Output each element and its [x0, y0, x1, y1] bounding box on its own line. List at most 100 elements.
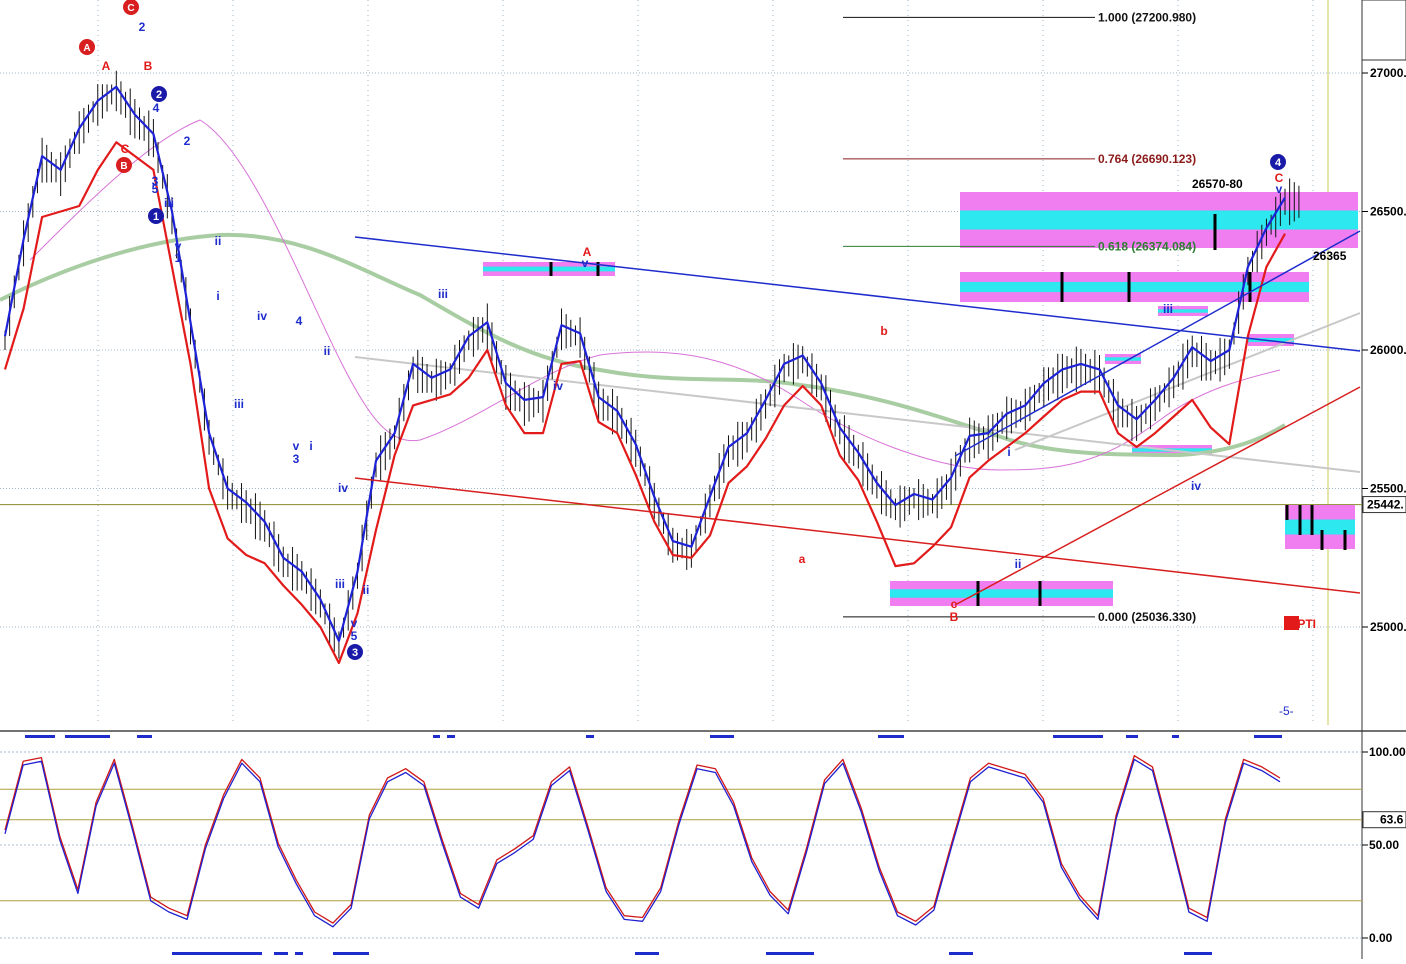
oscillator-signal-top: [25, 735, 55, 738]
trend-channels: [354, 230, 1361, 606]
wave-label-blue: ii: [1015, 557, 1022, 571]
price-axis-label: 25000.: [1370, 620, 1406, 634]
oscillator-signal-top: [1172, 735, 1179, 738]
wave-label-blue: iii: [1163, 302, 1173, 316]
wave-label-blue: 3: [293, 452, 300, 466]
oscillator-signal-bottom: [949, 952, 973, 955]
gray-trendline-upper: [1014, 312, 1361, 451]
oscillator-signal-top: [137, 735, 152, 738]
wave-label-blue: 4: [296, 314, 303, 328]
wave-label-blue: 2: [184, 134, 191, 148]
wave-circle-blue-label: 4: [1275, 157, 1282, 169]
oscillator-signal-top: [1053, 735, 1103, 738]
wave-label-blue: ii: [324, 344, 331, 358]
wave-circle-blue: [347, 644, 363, 660]
annotation-badge-bg: [1284, 616, 1299, 630]
wave-label-blue: v: [1276, 182, 1283, 196]
wave-circle-blue-label: 3: [352, 647, 358, 659]
price-axis-label: 26000.: [1370, 343, 1406, 357]
oscillator-signal-bottom: [1184, 952, 1212, 955]
target-zone-cyan: [1158, 309, 1208, 313]
wave-circle-blue-label: 1: [153, 211, 159, 223]
price-lines: [3, 85, 1286, 665]
oscillator-axis-label: 100.00: [1369, 745, 1406, 759]
moving-average-fast: [29, 119, 1281, 471]
wave-label-blue: iv: [338, 481, 348, 495]
price-axis: 27000. 26500. 26000. 25500. 25000. 25442.: [1361, 0, 1406, 634]
target-zone-cyan: [1105, 357, 1141, 361]
wave-circle-red: [116, 157, 132, 173]
moving-average-slow: [0, 232, 1287, 458]
wave-label-blue: ii: [215, 234, 222, 248]
wave-label-blue: iv: [553, 379, 563, 393]
oscillator-signal-top: [710, 735, 734, 738]
wave-label-red: A: [583, 245, 592, 259]
wave-label-blue: ii: [363, 583, 370, 597]
wave-label-red: B: [144, 59, 153, 73]
wave-label-blue: iii: [164, 196, 174, 210]
oscillator-signal-top: [447, 735, 455, 738]
red-channel-upper: [954, 386, 1361, 606]
wave-label-blue: v: [351, 616, 358, 630]
fib-level-label: 0.000 (25036.330): [1098, 610, 1196, 624]
gray-trendline: [354, 356, 1361, 473]
oscillator-current-label: 63.6: [1380, 813, 1404, 827]
oscillator-current-box: [1362, 811, 1406, 829]
wave-circle-red-label: A: [83, 43, 90, 54]
oscillator-signal-bottom: [635, 952, 659, 955]
wave-label-blue: 5: [152, 182, 159, 196]
wave-label-blue: iii: [438, 287, 448, 301]
wave-circle-blue: [148, 208, 164, 224]
price-line-blue: [3, 85, 1286, 642]
wave-label-blue: v: [582, 256, 589, 270]
annotation-badge: 20PTI: [1284, 617, 1316, 631]
price-axis-label: 25500.: [1370, 482, 1406, 496]
fib-level-label: 0.764 (26690.123): [1098, 152, 1196, 166]
oscillator-axis-label: 50.00: [1369, 838, 1399, 852]
wave-label-blue: v: [293, 439, 300, 453]
target-zone-cyan: [890, 589, 1113, 598]
wave-circle-red: [79, 39, 95, 55]
wave-label-red: c: [951, 597, 958, 611]
oscillator-signal-bottom: [333, 952, 369, 955]
wave-label-red: C: [121, 142, 130, 156]
wave-label-blue: 1: [175, 251, 182, 265]
wave-label-red: a: [799, 552, 806, 566]
target-zones: [483, 192, 1358, 606]
wave-label-blue: iv: [257, 309, 267, 323]
oscillator-signal-bottom: [274, 952, 288, 955]
fibonacci-levels: 1.000 (27200.980) 0.764 (26690.123) 0.618 …: [843, 10, 1196, 624]
wave-label-red: A: [102, 59, 111, 73]
target-zone-cyan: [960, 281, 1309, 293]
wave-circle-red-label: B: [120, 161, 127, 172]
wave-circle-blue: [1270, 154, 1286, 170]
wave-label-blue: iii: [335, 577, 345, 591]
target-zone-cyan: [483, 266, 615, 272]
wave-circle-red-label: C: [127, 3, 134, 14]
axis-corner-box: [1361, 0, 1406, 61]
oscillator-signal-top: [1126, 735, 1138, 738]
red-channel-lower: [354, 477, 1361, 594]
target-zone-cyan: [1285, 519, 1355, 535]
wave-circle-red: [123, 0, 139, 15]
wave-label-blue: 4: [153, 101, 160, 115]
oscillator-panel: 100.00 50.00 0.00 63.6: [0, 735, 1406, 955]
wave-label-blue: v: [175, 239, 182, 253]
wave-circle-blue: [151, 86, 167, 102]
target-zone-cyan: [960, 210, 1358, 230]
fib-level-label: 0.618 (26374.084): [1098, 239, 1196, 253]
oscillator-line-red: [4, 755, 1281, 924]
wave-label-blue: i: [309, 439, 312, 453]
wave-label-blue: 3: [152, 174, 159, 188]
fib-level-label: 1.000 (27200.980): [1098, 10, 1196, 24]
current-price-box: [1362, 496, 1406, 514]
wave-label-blue: 2: [139, 20, 146, 34]
price-axis-label: 26500.: [1370, 205, 1406, 219]
target-zone-cyan: [1248, 337, 1294, 343]
price-axis-label: 27000.: [1370, 66, 1406, 80]
moving-averages: [0, 119, 1361, 473]
